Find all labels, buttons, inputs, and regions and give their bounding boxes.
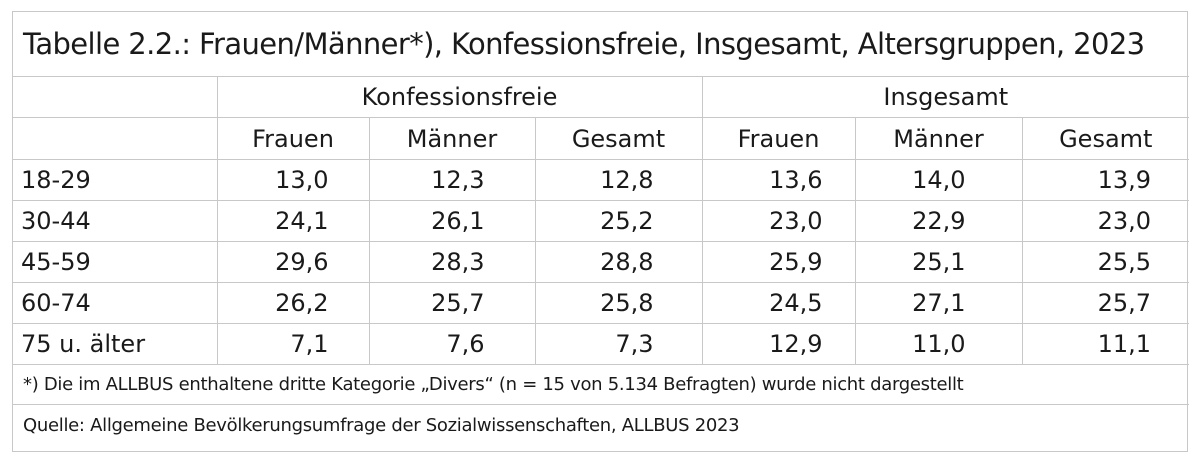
table-cell: 7,6: [368, 323, 536, 365]
table-cell: 13,9: [1021, 159, 1190, 201]
table-cell: 23,0: [701, 200, 856, 242]
table-cell: 27,1: [854, 282, 1023, 324]
table-cell: 28,3: [368, 241, 536, 283]
table-row: 75 u. älter 7,1 7,6 7,3 12,9 11,0 11,1: [13, 323, 1190, 365]
table-cell: 24,1: [216, 200, 370, 242]
table-cell: 25,1: [854, 241, 1023, 283]
table-cell: 25,7: [368, 282, 536, 324]
table-frame: Tabelle 2.2.: Frauen/Männer*), Konfessio…: [12, 11, 1190, 452]
age-group-label: 45-59: [13, 241, 218, 283]
table-row: 45-59 29,6 28,3 28,8 25,9 25,1 25,5: [13, 241, 1190, 283]
column-header: Gesamt: [1021, 117, 1190, 160]
table-cell: 7,3: [534, 323, 703, 365]
table-row: 30-44 24,1 26,1 25,2 23,0 22,9 23,0: [13, 200, 1190, 242]
table-row: 18-29 13,0 12,3 12,8 13,6 14,0 13,9: [13, 159, 1190, 201]
table-cell: 12,9: [701, 323, 856, 365]
table-cell: 28,8: [534, 241, 703, 283]
age-group-label: 18-29: [13, 159, 218, 201]
table-cell: 14,0: [854, 159, 1023, 201]
table-cell: 11,0: [854, 323, 1023, 365]
source-note: Quelle: Allgemeine Bevölkerungsumfrage d…: [13, 404, 1190, 445]
table-cell: 13,6: [701, 159, 856, 201]
table-cell: 23,0: [1021, 200, 1190, 242]
table-cell: 13,0: [216, 159, 370, 201]
table-cell: 24,5: [701, 282, 856, 324]
table-cell: 12,3: [368, 159, 536, 201]
empty-header-cell: [13, 117, 218, 160]
empty-header-cell: [13, 76, 218, 118]
table-cell: 22,9: [854, 200, 1023, 242]
data-table: Tabelle 2.2.: Frauen/Männer*), Konfessio…: [13, 12, 1190, 445]
table-cell: 25,5: [1021, 241, 1190, 283]
age-group-label: 60-74: [13, 282, 218, 324]
column-header: Gesamt: [534, 117, 703, 160]
age-group-label: 30-44: [13, 200, 218, 242]
group-header-konfessionsfreie: Konfessionsfreie: [216, 76, 703, 118]
column-header: Männer: [368, 117, 536, 160]
group-header-insgesamt: Insgesamt: [701, 76, 1190, 118]
age-group-label: 75 u. älter: [13, 323, 218, 365]
table-cell: 11,1: [1021, 323, 1190, 365]
table-cell: 25,2: [534, 200, 703, 242]
column-header: Frauen: [701, 117, 856, 160]
table-cell: 26,1: [368, 200, 536, 242]
table-cell: 25,7: [1021, 282, 1190, 324]
table-cell: 12,8: [534, 159, 703, 201]
table-cell: 25,8: [534, 282, 703, 324]
table-title: Tabelle 2.2.: Frauen/Männer*), Konfessio…: [13, 12, 1190, 77]
footnote: *) Die im ALLBUS enthaltene dritte Kateg…: [13, 364, 1190, 405]
table-row: 60-74 26,2 25,7 25,8 24,5 27,1 25,7: [13, 282, 1190, 324]
column-header: Frauen: [216, 117, 370, 160]
table-cell: 7,1: [216, 323, 370, 365]
table-cell: 29,6: [216, 241, 370, 283]
table-cell: 26,2: [216, 282, 370, 324]
column-header: Männer: [854, 117, 1023, 160]
table-cell: 25,9: [701, 241, 856, 283]
